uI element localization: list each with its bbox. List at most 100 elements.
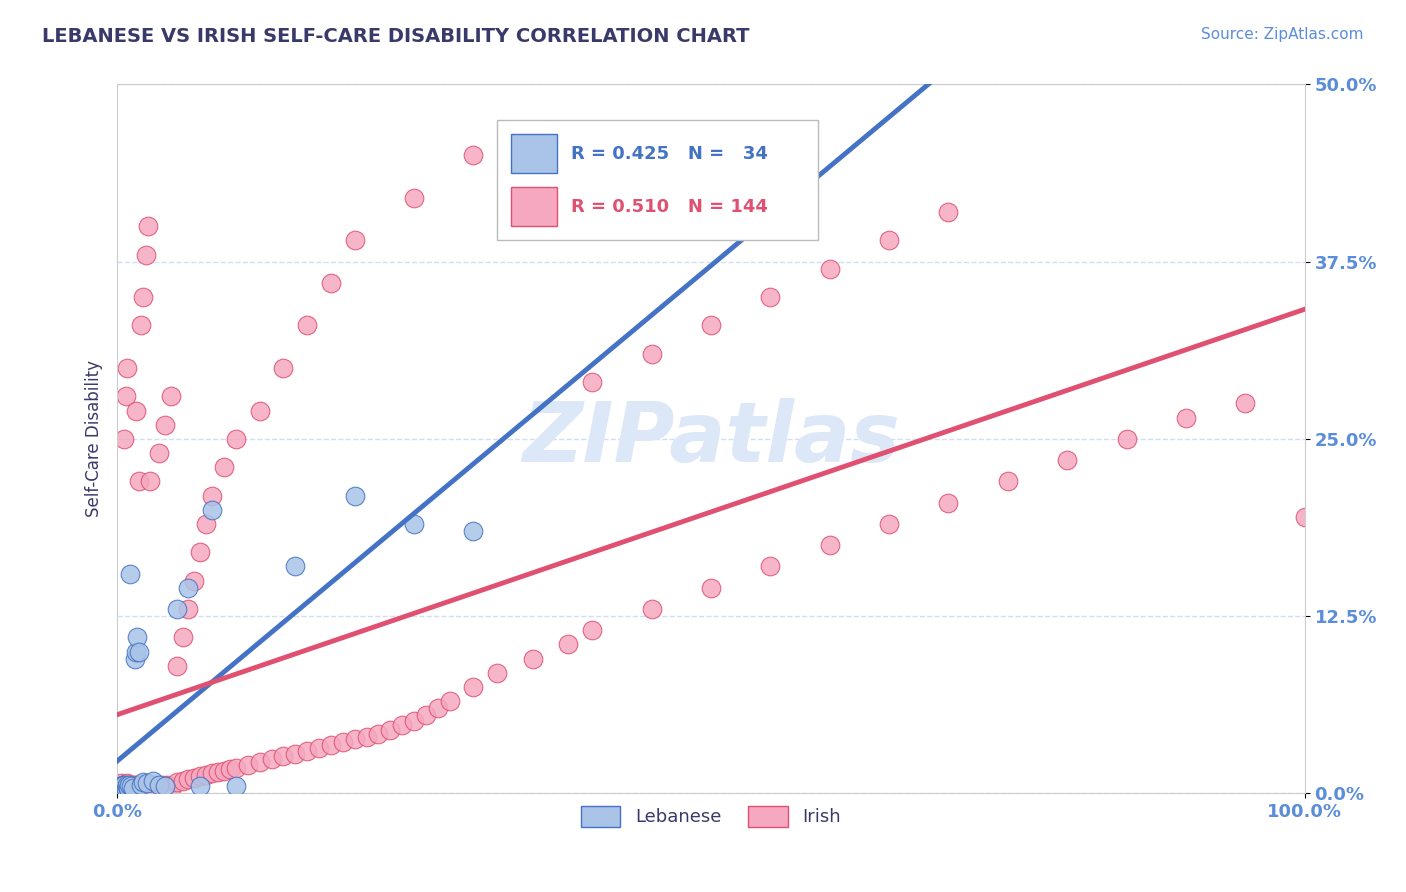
Point bbox=[128, 778, 150, 792]
Y-axis label: Self-Care Disability: Self-Care Disability bbox=[86, 360, 103, 517]
Point bbox=[225, 432, 247, 446]
Point bbox=[1115, 432, 1137, 446]
Point bbox=[111, 782, 134, 797]
Point bbox=[149, 779, 172, 793]
Point bbox=[121, 780, 143, 795]
Point bbox=[112, 780, 135, 795]
Point bbox=[759, 290, 782, 304]
Point bbox=[195, 768, 218, 782]
Point bbox=[1294, 509, 1316, 524]
Point bbox=[112, 780, 135, 795]
Point bbox=[118, 778, 141, 792]
Point bbox=[201, 766, 224, 780]
Point bbox=[225, 779, 247, 793]
Point bbox=[120, 779, 142, 793]
Point bbox=[759, 559, 782, 574]
Point bbox=[877, 516, 900, 531]
Point bbox=[439, 694, 461, 708]
Point bbox=[127, 779, 149, 793]
Point bbox=[112, 778, 135, 792]
Point bbox=[128, 782, 150, 797]
Point bbox=[295, 318, 318, 333]
Point bbox=[818, 261, 841, 276]
Point bbox=[260, 752, 283, 766]
Point bbox=[463, 524, 485, 538]
Point bbox=[155, 782, 177, 797]
Point bbox=[125, 644, 148, 658]
Point bbox=[112, 779, 135, 793]
Point bbox=[640, 347, 662, 361]
Point bbox=[938, 496, 960, 510]
Point bbox=[195, 516, 218, 531]
Point bbox=[308, 741, 330, 756]
Point bbox=[111, 779, 134, 793]
Point bbox=[132, 775, 155, 789]
Point bbox=[150, 778, 173, 792]
Point bbox=[463, 148, 485, 162]
Point bbox=[112, 778, 135, 792]
Point bbox=[640, 602, 662, 616]
Point bbox=[111, 782, 134, 797]
Point bbox=[166, 775, 188, 789]
Point bbox=[426, 701, 449, 715]
Point bbox=[128, 780, 150, 795]
Point bbox=[1056, 453, 1078, 467]
Point bbox=[124, 780, 146, 795]
Point bbox=[112, 782, 135, 797]
Point bbox=[135, 776, 157, 790]
Point bbox=[107, 779, 129, 793]
Point bbox=[332, 735, 354, 749]
Point bbox=[115, 361, 138, 376]
Point bbox=[110, 780, 132, 795]
Text: ZIPatlas: ZIPatlas bbox=[522, 399, 900, 479]
Point bbox=[463, 680, 485, 694]
Point bbox=[225, 761, 247, 775]
Point bbox=[700, 318, 723, 333]
Point bbox=[128, 644, 150, 658]
Point bbox=[127, 780, 149, 795]
Point bbox=[115, 782, 138, 797]
Point bbox=[183, 771, 205, 785]
Point bbox=[120, 566, 142, 581]
Point bbox=[581, 375, 603, 389]
Point bbox=[115, 779, 138, 793]
Point bbox=[115, 776, 138, 790]
Legend: Lebanese, Irish: Lebanese, Irish bbox=[574, 798, 848, 834]
Point bbox=[129, 779, 152, 793]
Point bbox=[319, 738, 342, 752]
Point bbox=[177, 602, 200, 616]
Point bbox=[115, 778, 138, 792]
Point bbox=[136, 778, 159, 792]
Point bbox=[124, 651, 146, 665]
Point bbox=[153, 779, 176, 793]
Point bbox=[284, 559, 307, 574]
Point bbox=[120, 778, 142, 792]
Point bbox=[343, 489, 366, 503]
Point bbox=[143, 779, 166, 793]
Point bbox=[134, 780, 156, 795]
Point bbox=[486, 665, 509, 680]
Point bbox=[108, 778, 131, 792]
Point bbox=[110, 776, 132, 790]
Point bbox=[129, 778, 152, 792]
Point bbox=[249, 755, 271, 769]
Point bbox=[212, 460, 235, 475]
Point bbox=[938, 205, 960, 219]
Point bbox=[522, 651, 544, 665]
Point bbox=[581, 624, 603, 638]
Point bbox=[114, 782, 136, 797]
Point bbox=[146, 778, 169, 792]
Point bbox=[159, 782, 181, 797]
Point bbox=[188, 545, 211, 559]
Point bbox=[201, 489, 224, 503]
Point bbox=[148, 778, 170, 792]
Point bbox=[219, 762, 242, 776]
Point bbox=[108, 782, 131, 797]
Point bbox=[122, 782, 145, 797]
Text: R = 0.425   N =   34: R = 0.425 N = 34 bbox=[571, 145, 768, 162]
Point bbox=[114, 780, 136, 795]
Point bbox=[273, 749, 295, 764]
Point bbox=[166, 602, 188, 616]
Point bbox=[135, 779, 157, 793]
Point bbox=[404, 516, 426, 531]
